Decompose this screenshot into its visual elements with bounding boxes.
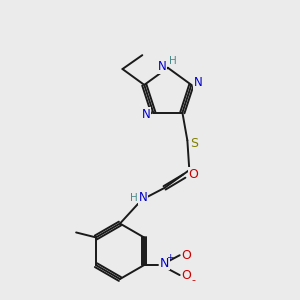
- Text: N: N: [138, 191, 147, 204]
- Text: H: H: [169, 56, 177, 66]
- Text: N: N: [160, 257, 170, 270]
- Text: N: N: [194, 76, 203, 89]
- Text: N: N: [158, 60, 166, 73]
- Text: O: O: [182, 268, 191, 282]
- Text: +: +: [166, 253, 173, 262]
- Text: S: S: [190, 137, 198, 150]
- Text: -: -: [191, 275, 196, 285]
- Text: H: H: [130, 193, 138, 203]
- Text: O: O: [182, 249, 191, 262]
- Text: N: N: [142, 108, 151, 121]
- Text: O: O: [188, 167, 198, 181]
